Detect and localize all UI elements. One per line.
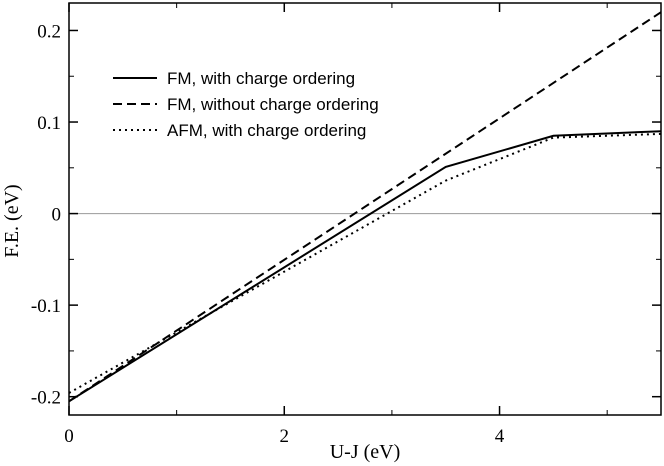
series-line-2 xyxy=(68,11,662,403)
x-axis-label: U-J (eV) xyxy=(330,441,401,463)
y-tick-label: -0.1 xyxy=(31,296,61,317)
series-line-1 xyxy=(68,130,662,403)
legend: FM, with charge ordering FM, without char… xyxy=(113,69,379,140)
y-tick-label: 0 xyxy=(52,205,62,226)
legend-label-1: FM, with charge ordering xyxy=(167,69,355,88)
legend-label-2: FM, without charge ordering xyxy=(167,95,379,114)
y-tick-label: 0.1 xyxy=(37,113,61,134)
series-layer xyxy=(68,11,662,403)
x-tick-label: 2 xyxy=(280,426,290,447)
legend-label-3: AFM, with charge ordering xyxy=(167,121,366,140)
x-tick-label: 0 xyxy=(64,426,74,447)
y-axis-label: F.E. (eV) xyxy=(1,184,23,257)
series-line-3 xyxy=(68,132,662,394)
y-tick-label: 0.2 xyxy=(37,21,61,42)
plot-frame xyxy=(68,2,662,416)
y-tick-label: -0.2 xyxy=(31,388,61,409)
x-tick-label: 4 xyxy=(495,426,505,447)
